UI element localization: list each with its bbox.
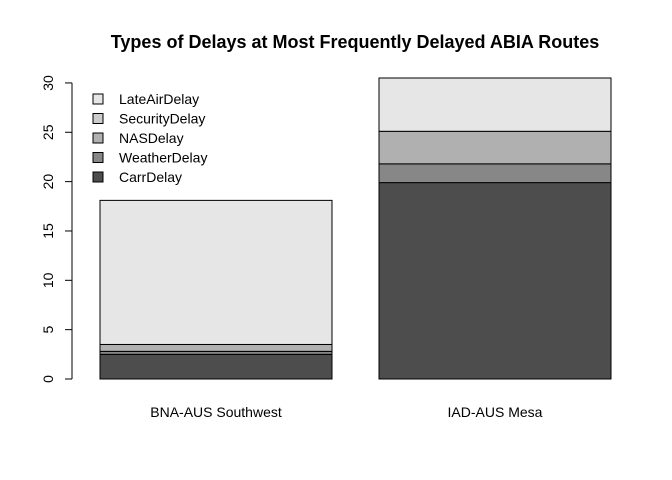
x-category-label: IAD-AUS Mesa (448, 404, 543, 420)
x-category-label: BNA-AUS Southwest (150, 404, 282, 420)
legend-label: CarrDelay (119, 169, 182, 185)
legend-swatch (92, 132, 104, 144)
legend: LateAirDelay SecurityDelay NASDelay Weather… (92, 91, 207, 185)
bar-segment-nasdelay (99, 343, 333, 352)
legend-swatch (92, 171, 104, 183)
legend-label: WeatherDelay (119, 150, 207, 166)
bar-segment-carrdelay (378, 182, 612, 380)
y-tick-label: 10 (40, 272, 56, 288)
bars (99, 77, 612, 380)
y-tick-label: 25 (40, 124, 56, 140)
legend-swatch (92, 93, 104, 105)
y-tick-label: 20 (40, 174, 56, 190)
legend-label: SecurityDelay (119, 111, 205, 127)
y-tick-label: 30 (40, 75, 56, 91)
bar-segment-carrdelay (99, 353, 333, 380)
bar-segment-nasdelay (378, 130, 612, 165)
bar-segment-lateairdelay (99, 199, 333, 345)
legend-label: LateAirDelay (119, 91, 199, 107)
legend-swatch (92, 113, 104, 124)
y-tick-label: 5 (40, 326, 56, 334)
legend-label: NASDelay (119, 130, 184, 146)
chart-title: Types of Delays at Most Frequently Delay… (111, 32, 599, 52)
x-axis-labels: BNA-AUS Southwest IAD-AUS Mesa (150, 404, 542, 420)
bar-segment-weatherdelay (378, 163, 612, 184)
y-tick-label: 15 (40, 223, 56, 239)
y-tick-label: 0 (40, 375, 56, 383)
bar-segment-lateairdelay (378, 77, 612, 132)
legend-swatch (92, 152, 104, 163)
y-axis: 0 5 10 15 20 25 30 (40, 75, 73, 383)
